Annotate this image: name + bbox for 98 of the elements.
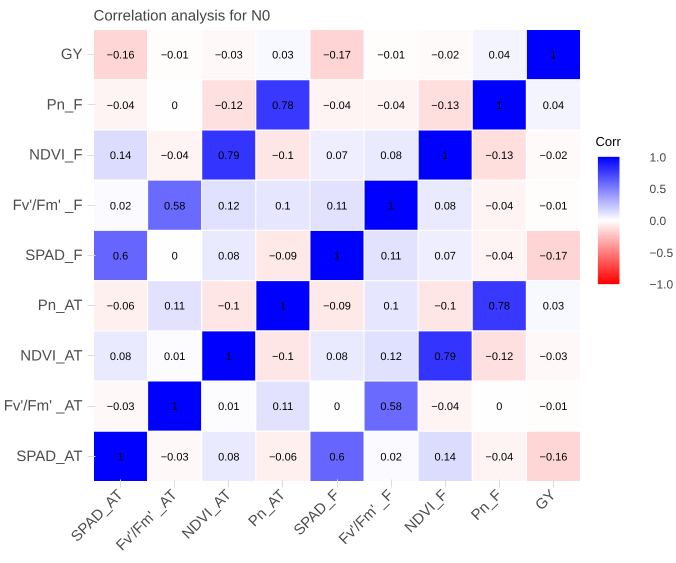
data-label: 0.78 [272,100,294,112]
color-bar-label: 0.0 [650,214,667,228]
data-label: 0.6 [112,250,128,262]
data-label: 0 [172,100,178,112]
data-label: 0.04 [488,50,510,62]
data-label: 1 [172,401,178,414]
data-label: 1 [334,250,340,262]
y-tick-label: Pn_AT [38,297,83,314]
data-label: −0.12 [214,100,243,112]
data-label: −0.06 [268,451,297,464]
data-label: 0.08 [218,451,240,464]
data-label: 0.12 [218,200,240,212]
data-label: −0.09 [268,250,297,262]
color-bar-label: −0.5 [650,246,674,260]
data-label: −0.04 [323,100,351,112]
y-tick-label: Fv'/Fm' _F [12,196,83,214]
data-label: 0.07 [434,250,456,262]
data-label: −0.01 [160,50,189,62]
y-tick-label: GY [60,46,83,64]
data-label: −0.1 [434,300,456,313]
data-label: −0.06 [106,300,134,313]
data-label: 0.11 [272,401,294,414]
data-label: 0.11 [326,200,348,212]
chart-title: Correlation analysis for N0 [94,8,270,24]
data-label: −0.12 [485,350,514,363]
data-label: 0.58 [380,401,402,414]
x-tick-label: GY [532,486,560,514]
data-label: −0.09 [323,300,351,313]
data-label: −0.04 [485,200,514,212]
data-label: 0.14 [110,150,132,162]
data-label: 0.11 [380,250,402,262]
data-label: 0 [334,401,340,414]
data-label: 0 [496,401,502,414]
data-label: 1 [496,100,502,112]
data-label: 0.79 [434,350,456,363]
legend-title: Corr [596,134,622,150]
data-label: −0.01 [540,401,568,414]
data-label: −0.13 [485,150,514,162]
data-label: 0.04 [542,100,564,112]
data-label: 1 [117,451,124,464]
data-label: 0.03 [272,50,294,62]
color-bar-label: 1.0 [650,150,667,164]
data-label: 0.03 [542,300,564,313]
data-label: 0.08 [380,150,402,162]
data-label: 1 [388,200,394,212]
data-label: 0.79 [218,150,240,162]
data-label: 0.08 [110,350,132,363]
data-label: −0.16 [106,50,134,62]
data-label: 0.08 [434,200,456,212]
y-tick-label: Pn_F [46,96,83,114]
data-label: 1 [550,50,557,62]
data-label: 0 [172,250,178,262]
color-bar-label: −1.0 [650,278,674,292]
data-label: −0.16 [540,451,568,464]
data-label: −0.1 [272,350,294,363]
color-bar-label: 0.5 [650,182,667,196]
data-label: 0.6 [329,451,345,464]
data-label: 0.01 [218,401,240,414]
y-tick-label: SPAD_F [25,247,83,264]
data-label: 1 [226,350,232,363]
data-label: −0.03 [214,50,243,62]
data-label: −0.03 [106,401,134,414]
y-tick-label: NDVI_AT [20,347,82,364]
data-label: 0.08 [326,350,348,363]
data-label: −0.01 [540,200,568,212]
data-label: 0.07 [326,150,348,162]
data-label: 0.58 [164,200,186,212]
y-tick-label: Fv'/Fm' _AT [4,398,82,415]
data-label: −0.1 [218,300,240,313]
data-label: −0.03 [540,350,568,363]
data-label: −0.04 [106,100,134,112]
data-label: −0.02 [540,150,568,162]
data-label: −0.03 [160,451,189,464]
data-label: 0.14 [434,451,456,464]
data-label: −0.1 [272,150,294,162]
data-label: −0.04 [485,451,514,464]
data-label: 0.01 [164,350,186,363]
y-tick-label: SPAD_AT [16,448,83,465]
data-label: 0.1 [275,200,291,212]
data-label: 0.1 [383,300,399,313]
data-label: 0.08 [218,250,240,262]
data-label: −0.04 [160,150,189,162]
data-label: 0.12 [380,350,402,363]
data-label: 0.78 [488,300,510,313]
data-label: −0.17 [540,250,568,262]
data-label: −0.01 [377,50,406,62]
y-tick-label: NDVI_F [29,146,82,164]
data-label: 0.11 [164,300,185,313]
data-label: −0.04 [377,100,406,112]
data-label: −0.04 [485,250,514,262]
data-label: 1 [442,150,448,162]
data-label: −0.17 [323,50,351,62]
data-label: 0.02 [110,200,132,212]
data-label: −0.04 [431,401,460,414]
data-label: −0.13 [431,100,460,112]
data-label: −0.02 [431,50,460,62]
data-label: 1 [280,300,286,313]
data-label: 0.02 [380,451,402,464]
